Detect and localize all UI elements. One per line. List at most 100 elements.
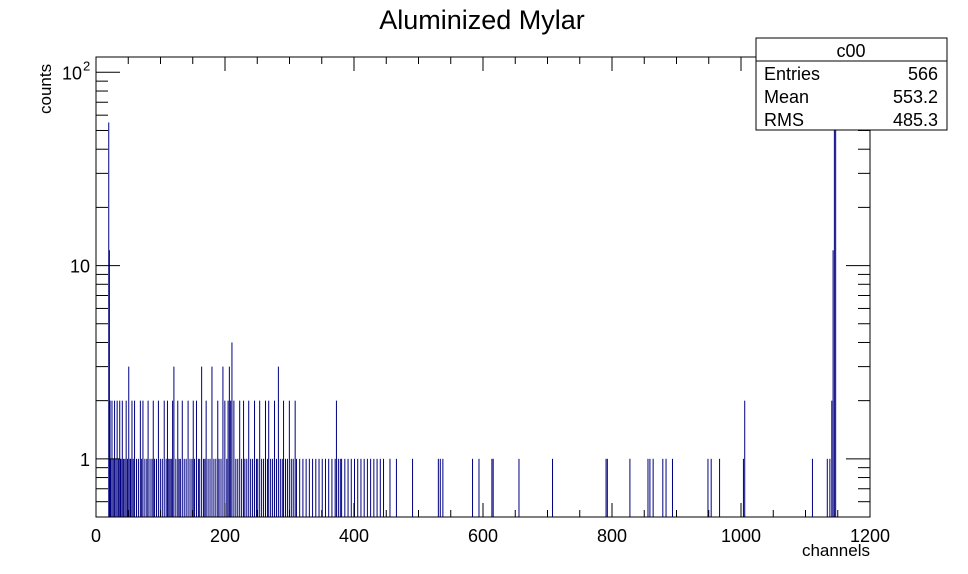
- stats-box-frame: [755, 37, 948, 131]
- x-axis-ticks: 0 200 400 600 800 1000 1200: [91, 57, 890, 546]
- histogram-bar: [334, 458, 336, 517]
- histogram-bar: [170, 458, 172, 517]
- histogram-bar: [279, 458, 281, 517]
- histogram-bar: [710, 458, 712, 517]
- histogram-bar: [412, 458, 414, 517]
- histogram-bar: [742, 458, 744, 517]
- histogram-bar: [228, 366, 230, 517]
- histogram-bar: [139, 400, 141, 517]
- histogram-bar: [173, 366, 175, 517]
- histogram-bar: [312, 458, 314, 517]
- histogram-bar: [172, 400, 174, 517]
- histogram-bar: [152, 400, 154, 517]
- x-tick-label: 1200: [850, 526, 890, 546]
- histogram-bar: [226, 458, 228, 517]
- histogram-bar: [707, 458, 709, 517]
- histogram-bar: [308, 458, 310, 517]
- stats-box: c00 Entries 566 Mean 553.2 RMS 485.3: [755, 37, 948, 131]
- histogram-bar: [217, 400, 219, 517]
- histogram-bars: [108, 115, 837, 518]
- histogram-bar: [141, 458, 143, 517]
- histogram-bar: [126, 458, 128, 517]
- histogram-bar: [128, 366, 130, 517]
- histogram-bar: [130, 458, 132, 517]
- histogram-bar: [835, 115, 837, 518]
- histogram-bar: [222, 366, 224, 517]
- histogram-bar: [270, 458, 272, 517]
- histogram-bar: [605, 458, 607, 517]
- histogram-bar: [163, 400, 165, 517]
- histogram-bar: [833, 115, 835, 518]
- histogram-bar: [191, 458, 193, 517]
- histogram-bar: [237, 458, 239, 517]
- histogram-bar: [187, 400, 189, 517]
- histogram-bar: [331, 458, 333, 517]
- histogram-bar: [204, 458, 206, 517]
- histogram-bar: [491, 458, 493, 517]
- histogram-bar: [263, 458, 265, 517]
- x-axis-title: channels: [802, 541, 870, 560]
- histogram-bar: [629, 458, 631, 517]
- histogram-bar: [144, 458, 146, 517]
- histogram-bar: [175, 458, 177, 517]
- histogram-bar: [203, 458, 205, 517]
- histogram-bar: [360, 458, 362, 517]
- histogram-bar: [115, 458, 117, 517]
- histogram-bar: [227, 400, 229, 517]
- histogram-bar: [199, 458, 201, 517]
- histogram-bar: [261, 458, 263, 517]
- histogram-bar: [274, 400, 276, 517]
- histogram-bar: [292, 458, 294, 517]
- histogram-bar: [350, 458, 352, 517]
- histogram-bar: [178, 458, 180, 517]
- histogram-bar: [665, 458, 667, 517]
- histogram-bar: [290, 458, 292, 517]
- histogram-bar: [246, 458, 248, 517]
- histogram-bar: [239, 400, 241, 517]
- histogram-bar: [266, 458, 268, 517]
- y-tick-label-exponent: 2: [83, 58, 90, 73]
- histogram-bar: [235, 458, 237, 517]
- histogram-bar: [250, 458, 252, 517]
- histogram-bar: [205, 400, 207, 517]
- histogram-bar: [354, 458, 355, 517]
- histogram-bar: [197, 458, 199, 517]
- histogram-bar: [131, 400, 133, 517]
- histogram-bar: [284, 458, 286, 517]
- histogram-bar: [230, 400, 232, 517]
- histogram-bar: [255, 458, 257, 517]
- histogram-bar: [518, 458, 520, 517]
- histogram-bar: [383, 458, 385, 517]
- histogram-bar: [137, 458, 139, 517]
- histogram-bar: [146, 458, 148, 517]
- histogram-bar: [288, 400, 290, 517]
- histogram-bar: [492, 458, 494, 517]
- histogram-bar: [268, 400, 270, 517]
- stats-box-name: c00: [836, 41, 865, 61]
- histogram-bar: [439, 458, 441, 517]
- histogram-bar: [159, 458, 161, 517]
- histogram-bar: [344, 458, 346, 517]
- histogram-bar: [671, 458, 673, 517]
- histogram-bar: [376, 458, 378, 517]
- histogram-bar: [321, 458, 323, 517]
- histogram-bar: [220, 458, 222, 517]
- histogram-bar: [277, 366, 279, 517]
- histogram-bar: [295, 458, 297, 517]
- histogram-bar: [213, 458, 215, 517]
- histogram-bar: [379, 458, 381, 517]
- histogram-bar: [166, 400, 168, 517]
- histogram-bar: [211, 366, 213, 517]
- histogram-bar: [647, 458, 649, 517]
- histogram-bar: [335, 400, 337, 517]
- histogram-bar: [194, 458, 196, 517]
- chart-title: Aluminized Mylar: [379, 5, 585, 35]
- histogram-bar: [324, 458, 326, 517]
- histogram-bar: [119, 458, 121, 517]
- histogram-bar: [183, 458, 185, 517]
- histogram-bar: [134, 400, 136, 517]
- histogram-bar: [318, 458, 320, 517]
- histogram-bar: [275, 458, 277, 517]
- histogram-bar: [831, 400, 833, 517]
- histogram-bar: [649, 458, 651, 517]
